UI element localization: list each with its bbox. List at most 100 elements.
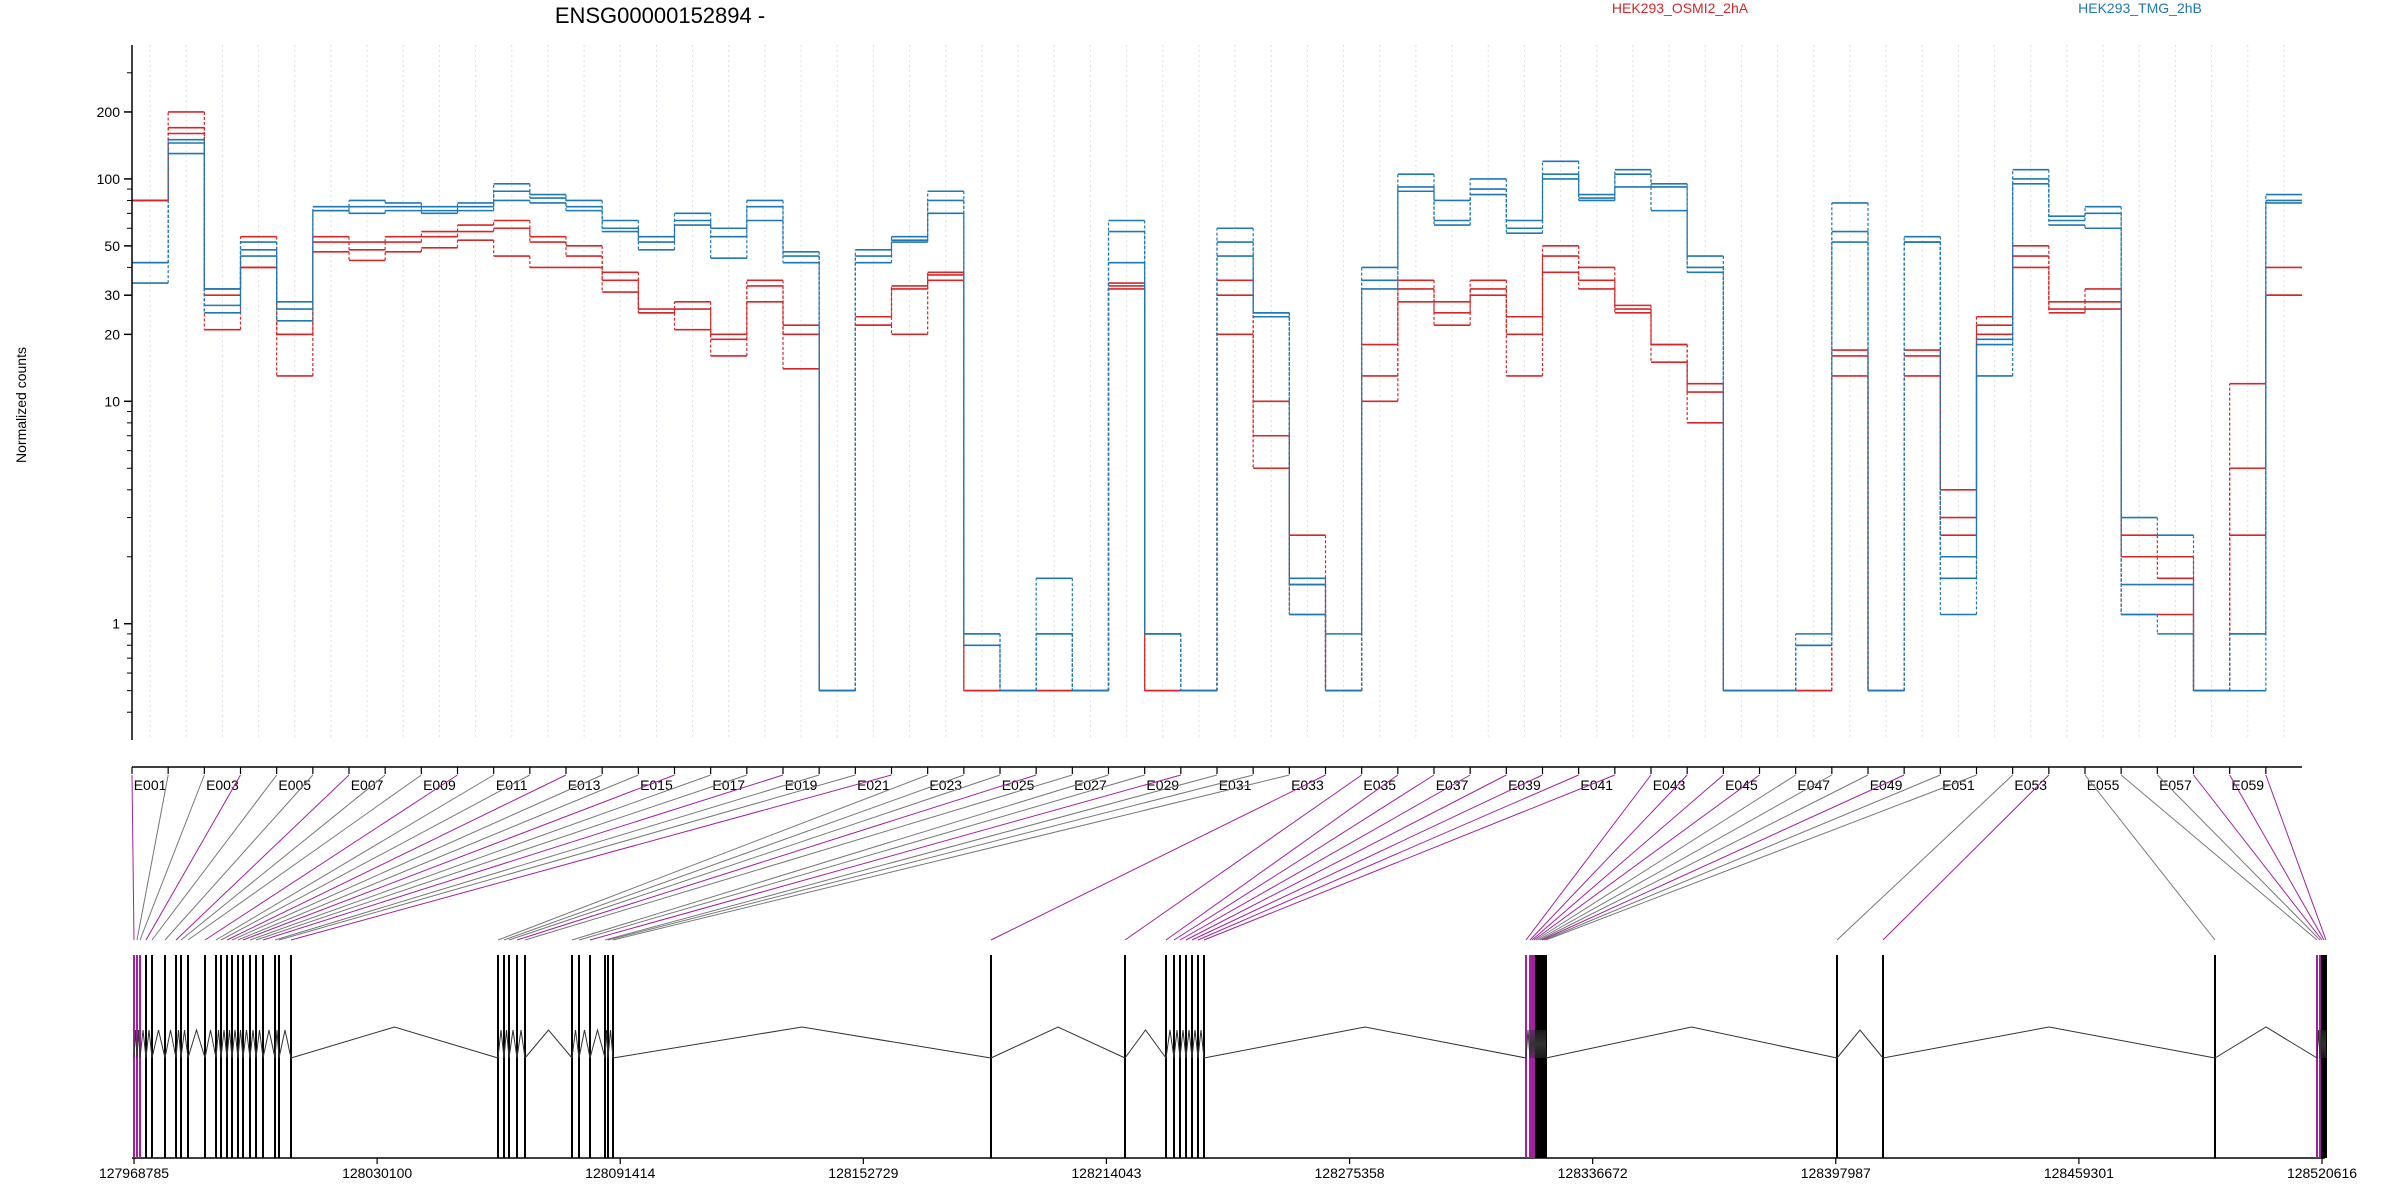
- x-tick-label: E039: [1508, 777, 1541, 793]
- intron-chevron: [571, 1029, 580, 1059]
- exon-connector: [524, 774, 1073, 941]
- exon-connector: [1191, 774, 1543, 941]
- intron-chevron: [255, 1029, 264, 1059]
- intron-chevron: [2316, 1029, 2321, 1059]
- intron-chevron: [516, 1029, 526, 1059]
- legend-osmi2: HEK293_OSMI2_2hA: [1612, 0, 1749, 16]
- x-tick-label: E025: [1002, 777, 1035, 793]
- exon-connector: [145, 774, 241, 941]
- exon-connector: [1537, 774, 1833, 941]
- exon-connector: [497, 774, 928, 941]
- exon-connector: [1545, 774, 1977, 941]
- x-tick-label: E021: [857, 777, 890, 793]
- intron-chevron: [508, 1029, 518, 1059]
- y-tick-label: 200: [97, 104, 121, 120]
- genome-ticks: 127968785 128030100 128091414 128152729 1282…: [99, 1158, 2357, 1181]
- intron-chevron: [151, 1029, 166, 1059]
- intron-chevron: [290, 1026, 499, 1059]
- exon-connector: [215, 774, 494, 941]
- x-tick-label: E029: [1146, 777, 1179, 793]
- intron-chevron: [1179, 1029, 1187, 1059]
- intron-chevron: [145, 1029, 153, 1059]
- intron-chevron: [1539, 1029, 1543, 1059]
- x-tick-label: E055: [2087, 777, 2120, 793]
- genome-tick-label: 128397987: [1801, 1165, 1871, 1181]
- exon-connector: [231, 774, 603, 941]
- intron-chevron: [231, 1029, 239, 1059]
- exon-connector: [151, 774, 278, 941]
- exon-connector: [1173, 774, 1435, 941]
- intron-chevron: [164, 1029, 177, 1059]
- intron-chevron: [2319, 1029, 2323, 1059]
- x-tick-label: E027: [1074, 777, 1107, 793]
- exon-connector: [290, 774, 892, 941]
- exon-connector: [237, 774, 639, 941]
- genome-tick-label: 128091414: [585, 1165, 655, 1181]
- exon-connector: [1185, 774, 1507, 941]
- intron-chevron: [249, 1029, 257, 1059]
- legend-tmg: HEK293_TMG_2hB: [2078, 0, 2202, 16]
- y-ticks: 1 10 20 30 50 100 200: [97, 72, 132, 713]
- exon-connector: [1543, 774, 1941, 941]
- intron-chevron: [136, 1029, 141, 1059]
- gene-model: [132, 955, 2327, 1159]
- intron-chevron: [1185, 1029, 1193, 1059]
- exon-connector: [516, 774, 1037, 941]
- y-tick-label: 10: [104, 393, 120, 409]
- x-tick-label: E041: [1580, 777, 1613, 793]
- exon-connector: [1179, 774, 1471, 941]
- exon-connector: [131, 774, 135, 941]
- intron-chevron: [1165, 1029, 1175, 1059]
- intron-chevron: [2321, 1029, 2325, 1059]
- intron-chevron: [220, 1029, 228, 1059]
- exon-connector: [1165, 774, 1399, 941]
- series-replicate-5: [132, 152, 2302, 692]
- x-tick-label: E013: [568, 777, 601, 793]
- chart-title: ENSG00000152894 -: [555, 3, 765, 28]
- intron-chevron: [1173, 1029, 1181, 1059]
- exon-connector: [571, 774, 1109, 941]
- intron-chevron: [497, 1029, 505, 1059]
- exon-connector: [2084, 774, 2216, 941]
- intron-chevron: [215, 1029, 222, 1059]
- exon-connector: [1541, 774, 1905, 941]
- genome-tick-label: 128336672: [1558, 1165, 1628, 1181]
- x-tick-label: E007: [351, 777, 384, 793]
- exon-connector: [136, 774, 169, 941]
- y-tick-label: 20: [104, 326, 120, 342]
- genome-tick-label: 128520616: [2287, 1165, 2357, 1181]
- intron-chevron: [242, 1029, 251, 1059]
- genome-tick-label: 128275358: [1315, 1165, 1385, 1181]
- exon-connector: [2229, 774, 2325, 941]
- intron-chevron: [607, 1029, 614, 1059]
- exon-connector: [2193, 774, 2323, 941]
- exon-connector: [1529, 774, 1688, 941]
- intron-chevron: [1533, 1029, 1537, 1059]
- intron-chevron: [604, 1029, 609, 1059]
- y-tick-label: 50: [104, 238, 120, 254]
- x-tick-label: E057: [2159, 777, 2192, 793]
- exon-connector: [278, 774, 856, 941]
- intron-chevron: [187, 1028, 206, 1059]
- intron-chevron: [612, 1026, 992, 1059]
- exon-connector: [187, 774, 422, 941]
- exon-connector: [1882, 774, 2050, 941]
- exon-connector: [249, 774, 711, 941]
- exon-connector: [139, 774, 205, 941]
- x-tick-label: E035: [1363, 777, 1396, 793]
- y-tick-label: 30: [104, 287, 120, 303]
- exon-connector: [503, 774, 965, 941]
- exon-connector: [1525, 774, 1652, 941]
- intron-chevron: [1191, 1029, 1199, 1059]
- x-tick-label: E015: [640, 777, 673, 793]
- x-tick-label: E019: [785, 777, 818, 793]
- exon-connector: [2156, 774, 2321, 941]
- intron-chevron: [180, 1029, 189, 1059]
- series-lines: [132, 111, 2302, 692]
- intron-chevron: [1836, 1029, 1884, 1059]
- intron-chevron: [1882, 1026, 2216, 1059]
- x-tick-label: E033: [1291, 777, 1324, 793]
- intron-chevron: [1545, 1026, 1838, 1059]
- exon-connector: [1203, 774, 1616, 941]
- exon-connector: [164, 774, 314, 941]
